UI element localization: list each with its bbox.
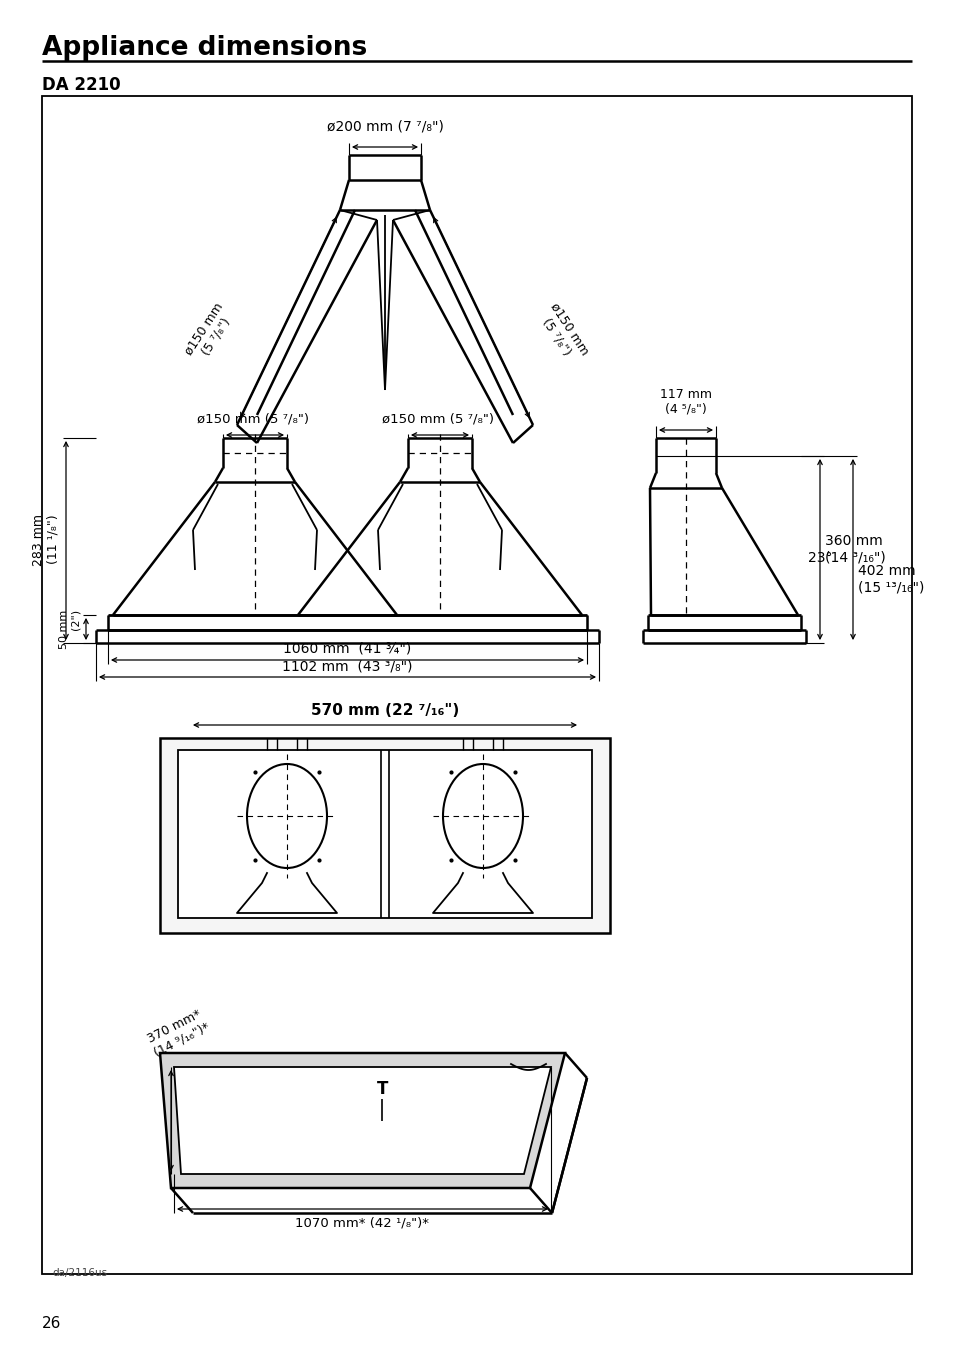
Text: 283 mm
(11 ¹/₈"): 283 mm (11 ¹/₈"): [32, 515, 60, 566]
Text: 117 mm
(4 ⁵/₈"): 117 mm (4 ⁵/₈"): [659, 388, 711, 416]
Text: ø150 mm
(5 ⁷/₈"): ø150 mm (5 ⁷/₈"): [535, 300, 591, 365]
Text: T: T: [376, 1080, 388, 1098]
Text: 26: 26: [42, 1315, 61, 1330]
Text: ø150 mm (5 ⁷/₈"): ø150 mm (5 ⁷/₈"): [381, 412, 494, 426]
Text: 570 mm (22 ⁷/₁₆"): 570 mm (22 ⁷/₁₆"): [311, 703, 458, 718]
Ellipse shape: [247, 764, 327, 868]
Text: 50 mm
(2"): 50 mm (2"): [59, 610, 81, 649]
Text: 1070 mm* (42 ¹/₈")*: 1070 mm* (42 ¹/₈")*: [295, 1217, 429, 1230]
Text: 402 mm
(15 ¹³/₁₆"): 402 mm (15 ¹³/₁₆"): [857, 564, 923, 594]
Text: ø150 mm
(5 ⁷/₈"): ø150 mm (5 ⁷/₈"): [182, 300, 237, 365]
Text: 23°: 23°: [807, 552, 832, 565]
Bar: [178, 750, 592, 918]
Text: Appliance dimensions: Appliance dimensions: [42, 35, 367, 61]
Bar: [449, 790, 517, 842]
Text: 370 mm*
(14 ⁹/₁₆")*: 370 mm* (14 ⁹/₁₆")*: [145, 1007, 212, 1059]
Text: ø200 mm (7 ⁷/₈"): ø200 mm (7 ⁷/₈"): [326, 119, 443, 132]
Polygon shape: [173, 1067, 551, 1174]
Text: 1060 mm  (41 ¾"): 1060 mm (41 ¾"): [283, 642, 411, 656]
Bar: [253, 790, 320, 842]
Text: 360 mm
(14 ³/₁₆"): 360 mm (14 ³/₁₆"): [824, 534, 884, 564]
Polygon shape: [160, 1053, 564, 1188]
Text: da/2116us: da/2116us: [52, 1268, 107, 1278]
Bar: [42, 96, 911, 1274]
Ellipse shape: [442, 764, 522, 868]
Bar: [160, 738, 609, 933]
Text: ø150 mm (5 ⁷/₈"): ø150 mm (5 ⁷/₈"): [196, 412, 309, 426]
Text: 1102 mm  (43 ³/₈"): 1102 mm (43 ³/₈"): [282, 658, 413, 673]
Text: DA 2210: DA 2210: [42, 76, 120, 95]
